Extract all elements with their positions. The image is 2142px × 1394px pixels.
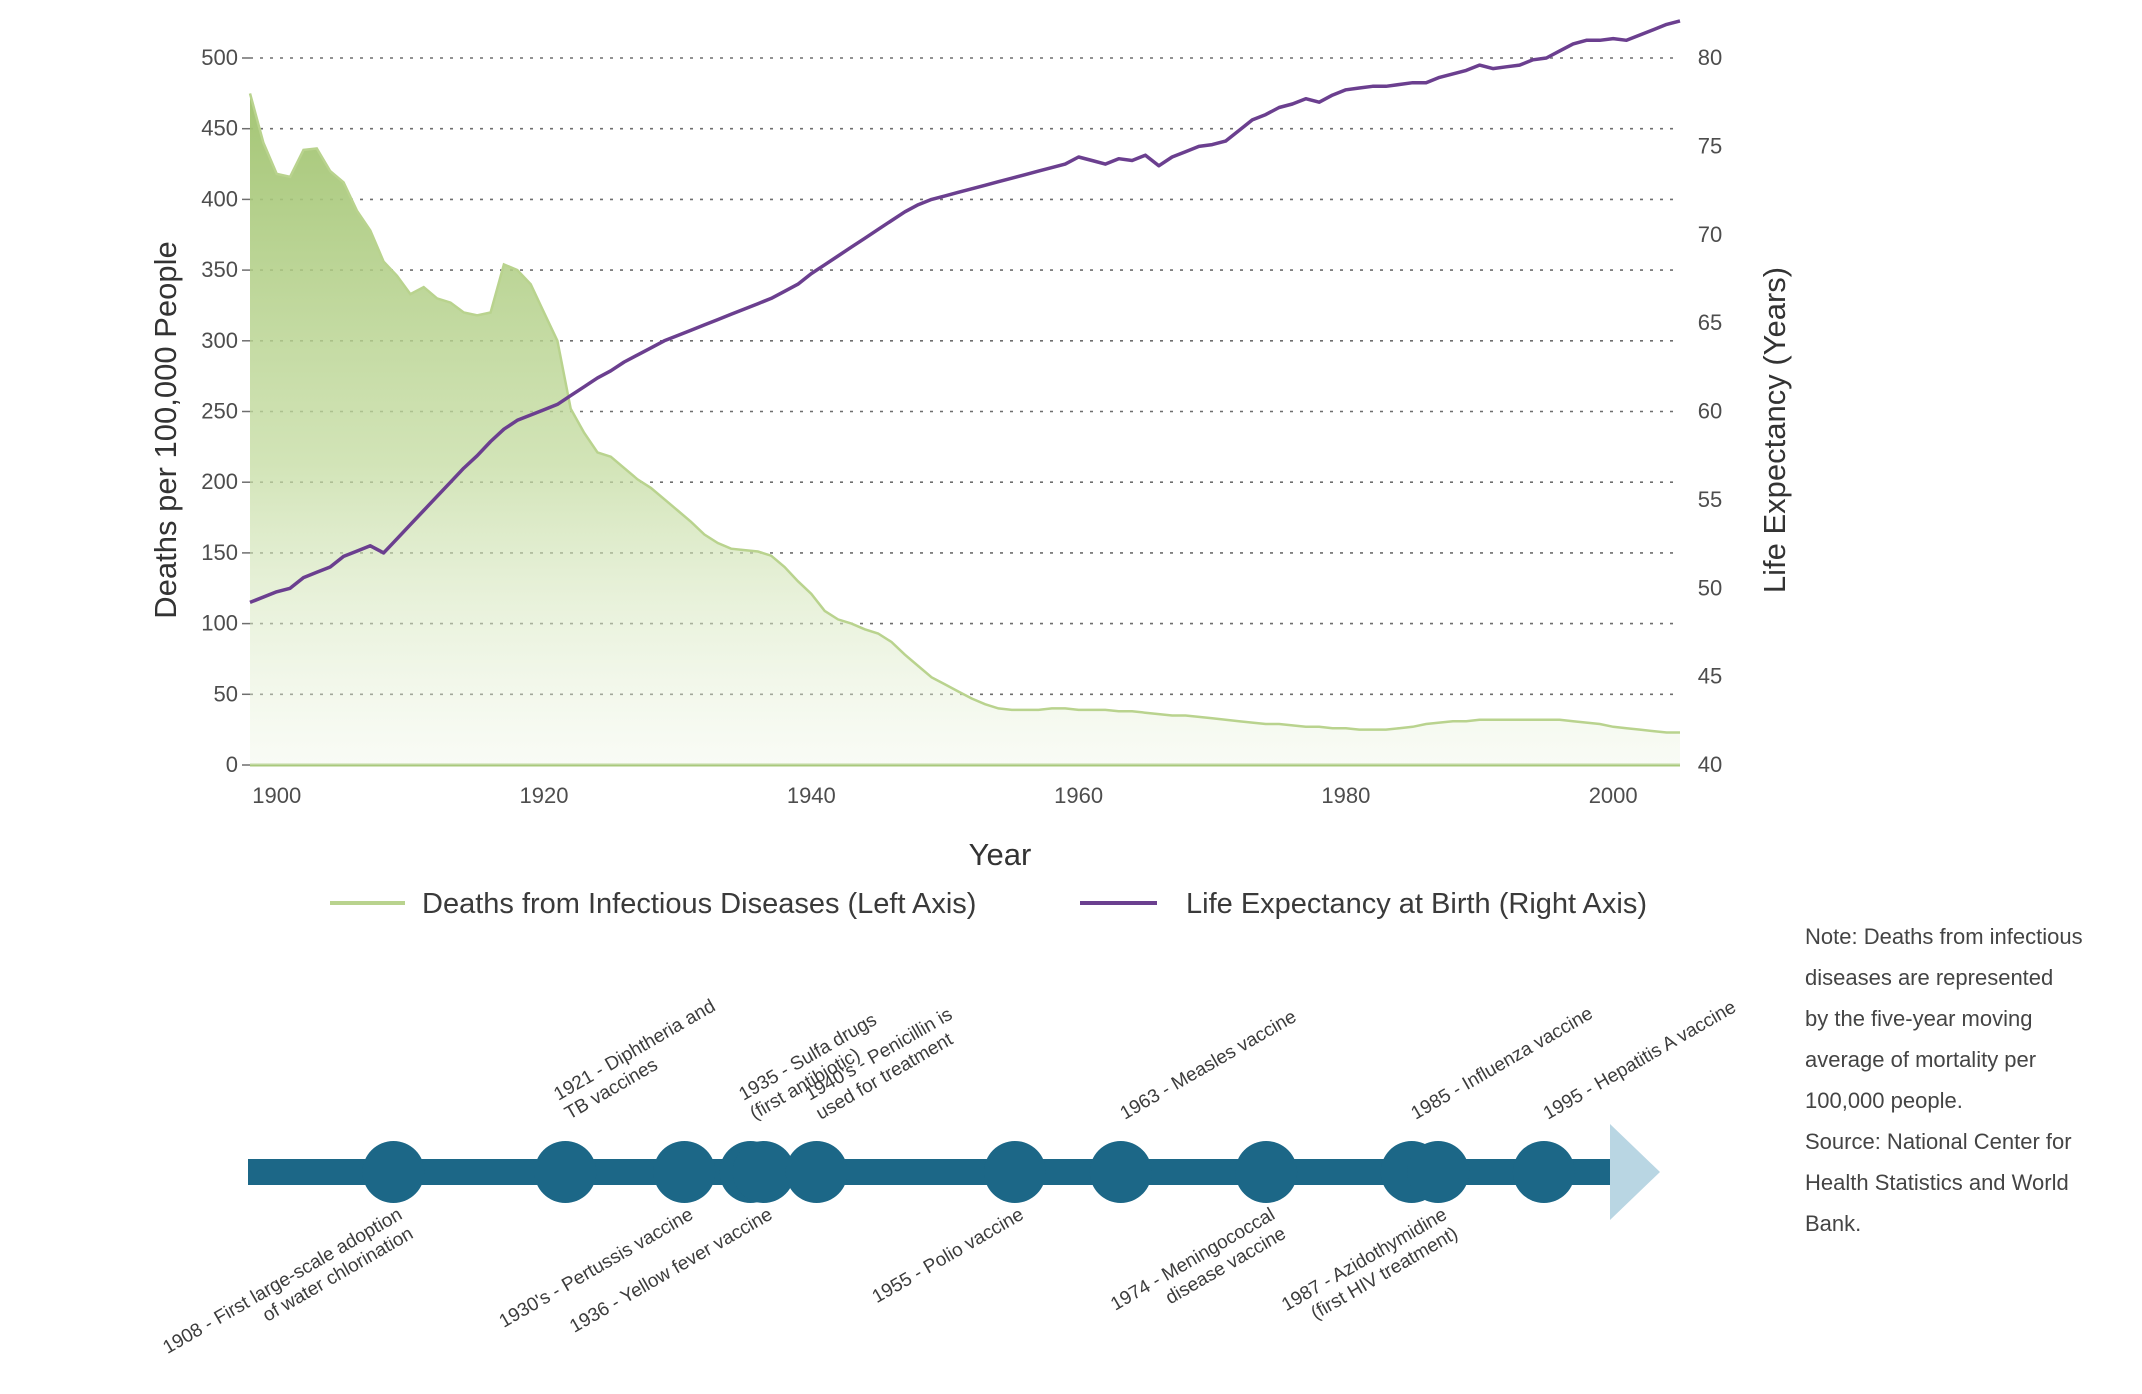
note-line: Health Statistics and World	[1805, 1170, 2069, 1195]
left-tick-label: 450	[201, 116, 238, 141]
medical-milestones-timeline: 1908 - First large-scale adoptionof wate…	[159, 996, 1739, 1377]
timeline-event-marker	[362, 1141, 425, 1203]
left-tick-label: 200	[201, 469, 238, 494]
left-tick-label: 150	[201, 540, 238, 565]
right-tick-label: 40	[1698, 752, 1722, 777]
left-tick-label: 500	[201, 45, 238, 70]
timeline-event-marker	[1512, 1141, 1575, 1203]
legend-label-deaths: Deaths from Infectious Diseases (Left Ax…	[422, 888, 976, 920]
timeline-event-marker	[1235, 1141, 1298, 1203]
note-line: Note: Deaths from infectious	[1805, 924, 2083, 949]
note-line: average of mortality per	[1805, 1047, 2036, 1072]
timeline-event-label: 1955 - Polio vaccine	[869, 1204, 1028, 1308]
deaths-line	[248, 93, 1680, 734]
x-tick-label: 2000	[1589, 783, 1638, 808]
note-line: 100,000 people.	[1805, 1088, 1963, 1113]
left-axis-ticks: 0 50 100 150 200 250 300 350 400 450 500	[201, 45, 250, 777]
x-axis-ticks: 1900 1920 1940 1960 1980 2000	[252, 783, 1637, 808]
x-tick-label: 1980	[1321, 783, 1370, 808]
right-tick-label: 80	[1698, 45, 1722, 70]
left-tick-label: 0	[226, 752, 238, 777]
right-axis-ticks: 40 45 50 55 60 65 70 75 80	[1698, 45, 1722, 777]
life-expectancy-line-layer	[249, 19, 1681, 605]
timeline-event-label: 1987 - Azidothymidine(first HIV treatmen…	[1278, 1204, 1461, 1335]
timeline-event-label: 1908 - First large-scale adoptionof wate…	[159, 1204, 416, 1377]
x-tick-label: 1900	[252, 783, 301, 808]
timeline-event-marker	[534, 1141, 597, 1203]
left-tick-label: 50	[214, 681, 238, 706]
timeline-event-marker	[732, 1141, 795, 1203]
legend: Deaths from Infectious Diseases (Left Ax…	[330, 888, 1647, 920]
timeline-event-marker	[1407, 1141, 1470, 1203]
timeline-event-label: 1921 - Diphtheria andTB vaccines	[550, 996, 730, 1125]
timeline-event-label: 1974 - Meningococcaldisease vaccine	[1107, 1204, 1289, 1334]
right-axis-title: Life Expectancy (Years)	[1757, 267, 1792, 593]
left-tick-label: 100	[201, 611, 238, 636]
right-tick-label: 60	[1698, 399, 1722, 424]
right-tick-label: 55	[1698, 487, 1722, 512]
timeline-event-marker	[1089, 1141, 1152, 1203]
timeline-event-marker	[983, 1141, 1046, 1203]
deaths-area	[250, 93, 1680, 765]
life-expectancy-line	[249, 19, 1681, 605]
timeline-event-marker	[785, 1141, 848, 1203]
left-tick-label: 250	[201, 399, 238, 424]
x-tick-label: 1940	[787, 783, 836, 808]
legend-label-life-expectancy: Life Expectancy at Birth (Right Axis)	[1186, 888, 1647, 920]
timeline-event-label: 1963 - Measles vaccine	[1117, 1006, 1300, 1124]
right-tick-label: 70	[1698, 222, 1722, 247]
x-tick-label: 1960	[1054, 783, 1103, 808]
right-tick-label: 65	[1698, 310, 1722, 335]
left-tick-label: 400	[201, 186, 238, 211]
deaths-area-layer	[248, 93, 1680, 765]
right-tick-label: 75	[1698, 133, 1722, 158]
timeline-arrowhead	[1610, 1124, 1660, 1220]
left-tick-label: 300	[201, 328, 238, 353]
note-line: diseases are represented	[1805, 965, 2053, 990]
x-axis-title: Year	[969, 837, 1032, 872]
x-tick-label: 1920	[520, 783, 569, 808]
timeline-event-marker	[653, 1141, 716, 1203]
note-line: Bank.	[1805, 1211, 1861, 1236]
note-line: by the five-year moving	[1805, 1006, 2032, 1031]
left-tick-label: 350	[201, 257, 238, 282]
note-block: Note: Deaths from infectious diseases ar…	[1805, 924, 2083, 1236]
note-line: Source: National Center for	[1805, 1129, 2072, 1154]
right-tick-label: 50	[1698, 575, 1722, 600]
right-tick-label: 45	[1698, 664, 1722, 689]
left-axis-title: Deaths per 100,000 People	[148, 241, 183, 618]
